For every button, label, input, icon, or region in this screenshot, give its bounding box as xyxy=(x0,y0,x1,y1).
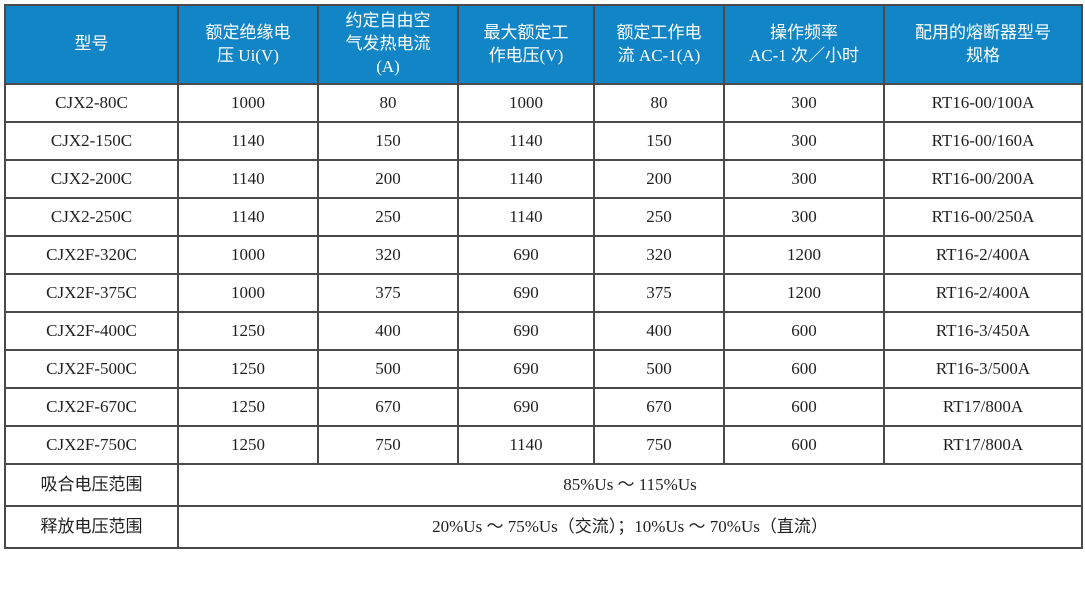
value-cell: RT17/800A xyxy=(883,425,1083,465)
value-cell: 1000 xyxy=(177,83,319,123)
value-cell: 600 xyxy=(723,425,885,465)
model-cell: CJX2F-750C xyxy=(4,425,179,465)
value-cell: 1140 xyxy=(457,197,595,237)
value-cell: 80 xyxy=(317,83,459,123)
model-cell: CJX2-250C xyxy=(4,197,179,237)
value-cell: 1250 xyxy=(177,425,319,465)
value-cell: 500 xyxy=(593,349,725,389)
table-body: CJX2-80C 1000 80 1000 80 300 RT16-00/100A CJX2-… xyxy=(4,83,1083,465)
model-cell: CJX2F-320C xyxy=(4,235,179,275)
value-cell: 1140 xyxy=(177,121,319,161)
value-cell: 300 xyxy=(723,197,885,237)
release-voltage-value: 20%Us ～ 75%Us（交流）；10%Us ～ 70%Us（直流） xyxy=(177,505,1083,549)
value-cell: 1140 xyxy=(177,159,319,199)
value-cell: RT16-00/200A xyxy=(883,159,1083,199)
value-cell: 1000 xyxy=(177,273,319,313)
value-cell: 750 xyxy=(317,425,459,465)
value-cell: 400 xyxy=(593,311,725,351)
value-cell: 300 xyxy=(723,121,885,161)
value-cell: 1140 xyxy=(457,159,595,199)
table-header: 型号 额定绝缘电 压 Ui(V) 约定自由空 气发热电流 (A) 最大额定工 作… xyxy=(4,4,1083,85)
model-cell: CJX2F-500C xyxy=(4,349,179,389)
contactor-spec-table: 型号 额定绝缘电 压 Ui(V) 约定自由空 气发热电流 (A) 最大额定工 作… xyxy=(4,4,1083,549)
value-cell: 320 xyxy=(593,235,725,275)
value-cell: RT16-00/160A xyxy=(883,121,1083,161)
value-cell: 200 xyxy=(317,159,459,199)
table-row: CJX2-200C 1140 200 1140 200 300 RT16-00/200A xyxy=(4,159,1083,199)
value-cell: 300 xyxy=(723,159,885,199)
value-cell: 690 xyxy=(457,235,595,275)
column-header-max-voltage: 最大额定工 作电压(V) xyxy=(457,4,595,85)
table-row: CJX2F-670C 1250 670 690 670 600 RT17/800A xyxy=(4,387,1083,427)
value-cell: 250 xyxy=(317,197,459,237)
column-header-insulation-voltage: 额定绝缘电 压 Ui(V) xyxy=(177,4,319,85)
column-header-thermal-current: 约定自由空 气发热电流 (A) xyxy=(317,4,459,85)
value-cell: 375 xyxy=(593,273,725,313)
value-cell: 1000 xyxy=(457,83,595,123)
table-row: CJX2F-500C 1250 500 690 500 600 RT16-3/500A xyxy=(4,349,1083,389)
value-cell: 320 xyxy=(317,235,459,275)
value-cell: 1140 xyxy=(457,425,595,465)
release-voltage-label: 释放电压范围 xyxy=(4,505,179,549)
table-footer: 吸合电压范围 85%Us ～ 115%Us 释放电压范围 20%Us ～ 75%… xyxy=(4,463,1083,549)
value-cell: 1200 xyxy=(723,273,885,313)
pickup-voltage-row: 吸合电压范围 85%Us ～ 115%Us xyxy=(4,463,1083,507)
value-cell: 690 xyxy=(457,349,595,389)
value-cell: 250 xyxy=(593,197,725,237)
release-voltage-row: 释放电压范围 20%Us ～ 75%Us（交流）；10%Us ～ 70%Us（直… xyxy=(4,505,1083,549)
model-cell: CJX2F-400C xyxy=(4,311,179,351)
column-header-fuse-spec: 配用的熔断器型号 规格 xyxy=(883,4,1083,85)
value-cell: RT16-00/250A xyxy=(883,197,1083,237)
value-cell: 600 xyxy=(723,387,885,427)
value-cell: 600 xyxy=(723,349,885,389)
value-cell: 690 xyxy=(457,387,595,427)
value-cell: 200 xyxy=(593,159,725,199)
model-cell: CJX2F-375C xyxy=(4,273,179,313)
column-header-rated-current: 额定工作电 流 AC-1(A) xyxy=(593,4,725,85)
value-cell: 1250 xyxy=(177,387,319,427)
table-row: CJX2-80C 1000 80 1000 80 300 RT16-00/100A xyxy=(4,83,1083,123)
value-cell: RT16-3/500A xyxy=(883,349,1083,389)
value-cell: 1200 xyxy=(723,235,885,275)
column-header-operating-frequency: 操作频率 AC-1 次／小时 xyxy=(723,4,885,85)
table-row: CJX2-150C 1140 150 1140 150 300 RT16-00/160A xyxy=(4,121,1083,161)
value-cell: 750 xyxy=(593,425,725,465)
value-cell: 300 xyxy=(723,83,885,123)
model-cell: CJX2F-670C xyxy=(4,387,179,427)
header-row: 型号 额定绝缘电 压 Ui(V) 约定自由空 气发热电流 (A) 最大额定工 作… xyxy=(4,4,1083,85)
value-cell: 1140 xyxy=(177,197,319,237)
table-row: CJX2F-320C 1000 320 690 320 1200 RT16-2/400A xyxy=(4,235,1083,275)
value-cell: RT16-2/400A xyxy=(883,273,1083,313)
model-cell: CJX2-80C xyxy=(4,83,179,123)
pickup-voltage-value: 85%Us ～ 115%Us xyxy=(177,463,1083,507)
table-row: CJX2F-400C 1250 400 690 400 600 RT16-3/450A xyxy=(4,311,1083,351)
value-cell: 600 xyxy=(723,311,885,351)
value-cell: 1140 xyxy=(457,121,595,161)
pickup-voltage-label: 吸合电压范围 xyxy=(4,463,179,507)
value-cell: 150 xyxy=(593,121,725,161)
value-cell: 375 xyxy=(317,273,459,313)
value-cell: 1250 xyxy=(177,349,319,389)
value-cell: 80 xyxy=(593,83,725,123)
value-cell: 670 xyxy=(593,387,725,427)
value-cell: 400 xyxy=(317,311,459,351)
value-cell: RT16-3/450A xyxy=(883,311,1083,351)
value-cell: RT16-2/400A xyxy=(883,235,1083,275)
value-cell: 500 xyxy=(317,349,459,389)
table-row: CJX2F-750C 1250 750 1140 750 600 RT17/800A xyxy=(4,425,1083,465)
value-cell: 690 xyxy=(457,311,595,351)
table-row: CJX2-250C 1140 250 1140 250 300 RT16-00/250A xyxy=(4,197,1083,237)
value-cell: 670 xyxy=(317,387,459,427)
value-cell: RT17/800A xyxy=(883,387,1083,427)
value-cell: 150 xyxy=(317,121,459,161)
value-cell: 1000 xyxy=(177,235,319,275)
value-cell: RT16-00/100A xyxy=(883,83,1083,123)
model-cell: CJX2-200C xyxy=(4,159,179,199)
value-cell: 690 xyxy=(457,273,595,313)
table-row: CJX2F-375C 1000 375 690 375 1200 RT16-2/400A xyxy=(4,273,1083,313)
value-cell: 1250 xyxy=(177,311,319,351)
model-cell: CJX2-150C xyxy=(4,121,179,161)
column-header-model: 型号 xyxy=(4,4,179,85)
